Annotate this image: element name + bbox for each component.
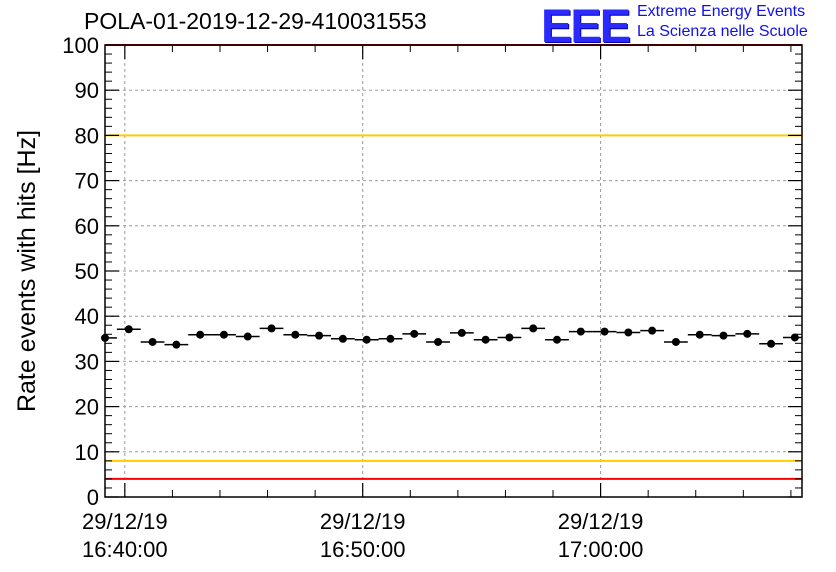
data-point-marker	[101, 333, 109, 342]
data-point	[545, 335, 569, 344]
data-point-marker	[124, 325, 133, 334]
data-point-marker	[148, 337, 157, 346]
data-point-marker	[219, 330, 228, 339]
x-tick-time-label: 17:00:00	[558, 537, 644, 562]
data-point-marker	[505, 333, 514, 342]
x-tick-date-label: 29/12/19	[82, 509, 168, 534]
data-point-marker	[576, 327, 585, 336]
y-tick-label: 10	[75, 440, 99, 465]
y-tick-label: 50	[75, 259, 99, 284]
data-point-marker	[243, 332, 252, 341]
data-point	[497, 333, 522, 342]
data-point	[473, 335, 498, 344]
data-point-marker	[790, 333, 799, 342]
data-point-marker	[767, 339, 776, 348]
data-point-marker	[172, 340, 181, 349]
x-axis: 29/12/19 16:40:00 29/12/19 16:50:00 29/12/19…	[82, 45, 792, 562]
data-point-marker	[338, 334, 347, 343]
data-point-marker	[457, 328, 466, 337]
data-point	[212, 330, 236, 339]
data-point	[426, 337, 450, 346]
data-point	[140, 337, 165, 346]
reference-lines	[105, 44, 802, 480]
data-point-marker	[529, 324, 538, 333]
y-tick-label: 40	[75, 304, 99, 329]
data-points	[101, 324, 802, 349]
data-point-marker	[481, 335, 490, 344]
data-point	[711, 331, 736, 340]
data-point-marker	[291, 330, 300, 339]
data-point-marker	[695, 330, 704, 339]
y-tick-label: 80	[75, 123, 99, 148]
x-tick-time-label: 16:40:00	[82, 537, 168, 562]
data-point	[616, 328, 641, 337]
data-point	[378, 334, 403, 343]
data-point	[259, 324, 284, 333]
data-point	[188, 330, 213, 339]
data-point	[449, 328, 474, 337]
x-tick-time-label: 16:50:00	[320, 537, 406, 562]
data-point	[687, 330, 712, 339]
data-point	[116, 325, 141, 334]
data-point-marker	[648, 326, 657, 335]
data-point-marker	[434, 337, 443, 346]
data-point	[101, 333, 117, 342]
y-tick-label: 30	[75, 349, 99, 374]
data-point	[782, 333, 802, 342]
data-point-marker	[743, 329, 752, 338]
data-point	[664, 337, 688, 346]
data-point-marker	[624, 328, 633, 337]
data-point-marker	[410, 329, 419, 338]
data-point	[735, 329, 760, 338]
x-tick-date-label: 29/12/19	[558, 509, 644, 534]
data-point	[759, 339, 783, 348]
data-point-marker	[362, 335, 371, 344]
data-point-marker	[267, 324, 276, 333]
data-point	[521, 324, 546, 333]
y-tick-label: 20	[75, 395, 99, 420]
data-point-marker	[719, 331, 728, 340]
data-point-marker	[196, 330, 205, 339]
x-tick-date-label: 29/12/19	[320, 509, 406, 534]
eee-logo: EEE	[541, 0, 631, 52]
logo-line-2: La Scienza nelle Scuole	[637, 23, 808, 40]
data-point	[307, 331, 331, 340]
y-tick-label: 60	[75, 214, 99, 239]
data-point	[330, 334, 355, 343]
logo-line-1: Extreme Energy Events	[637, 3, 806, 20]
data-point	[402, 329, 427, 338]
data-point-marker	[671, 337, 680, 346]
data-point	[164, 340, 189, 349]
y-tick-label: 90	[75, 78, 99, 103]
y-axis: 0 10 20 30 40 50 60 70 80 90 100	[62, 33, 802, 510]
data-point	[354, 335, 379, 344]
data-point	[568, 327, 593, 336]
data-point	[592, 327, 617, 336]
y-tick-label: 70	[75, 169, 99, 194]
y-tick-label: 100	[62, 33, 99, 58]
data-point	[235, 332, 260, 341]
data-point-marker	[552, 335, 561, 344]
y-tick-label: 0	[87, 485, 99, 510]
data-point-marker	[315, 331, 324, 340]
grid-lines	[105, 45, 802, 497]
y-axis-label: Rate events with hits [Hz]	[13, 130, 41, 412]
data-point	[640, 326, 665, 335]
data-point-marker	[600, 327, 609, 336]
data-point-marker	[386, 334, 395, 343]
data-point	[283, 330, 308, 339]
chart-title: POLA-01-2019-12-29-410031553	[84, 8, 427, 34]
